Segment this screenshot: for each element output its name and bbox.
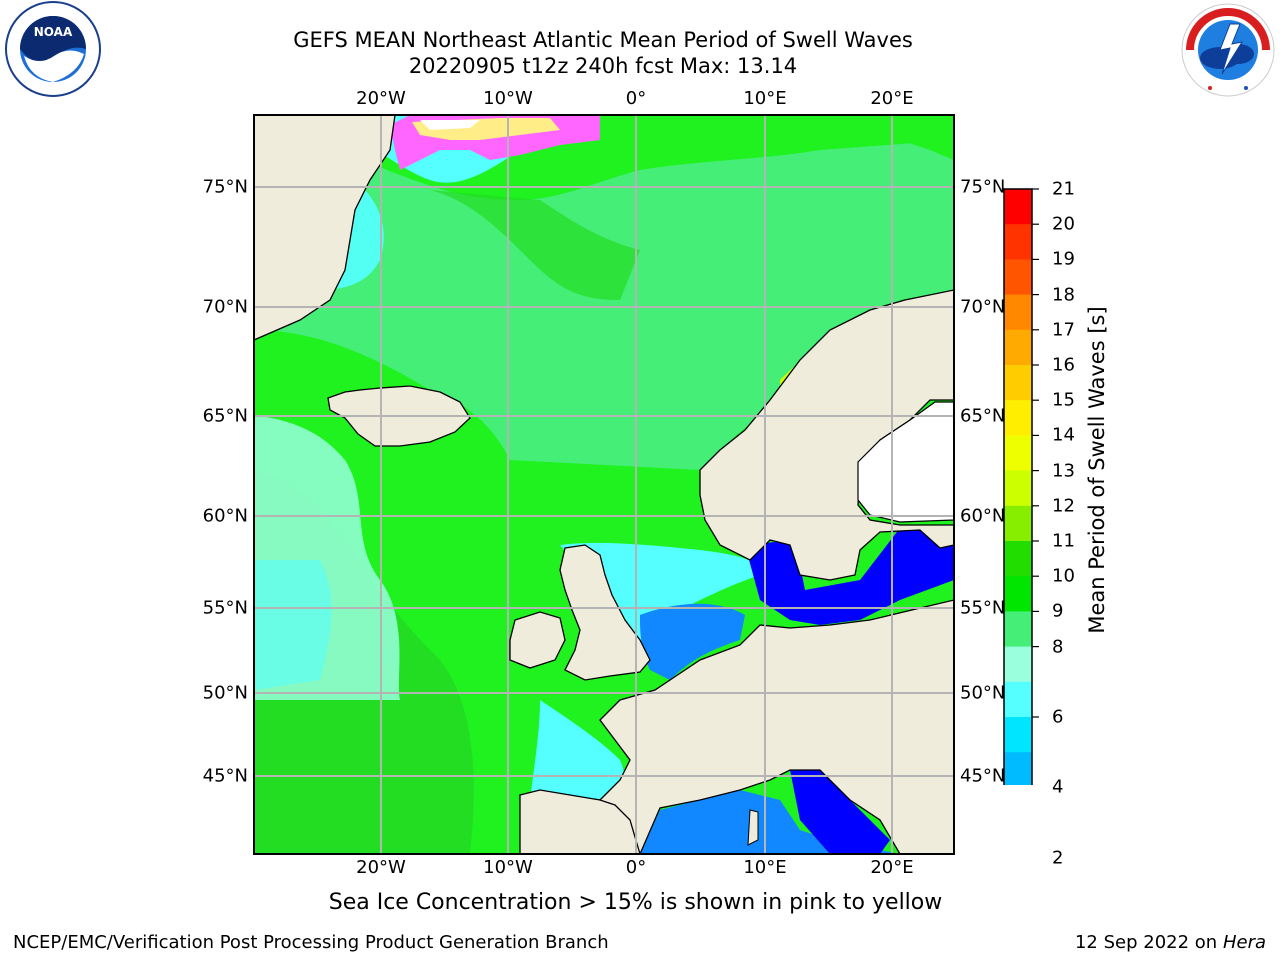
- colorbar-tick-label: 4: [1052, 776, 1064, 798]
- sea-ice-note: Sea Ice Concentration > 15% is shown in …: [328, 890, 943, 915]
- colorbar-segment: [1004, 365, 1032, 401]
- colorbar-tick-label: 14: [1052, 424, 1075, 446]
- colorbar-segment: [1004, 435, 1032, 472]
- lat-label-right: 75°N: [960, 176, 1006, 198]
- noaa-logo: NOAA: [5, 1, 101, 97]
- lon-label-bottom: 20°E: [870, 857, 914, 878]
- lat-label-right: 50°N: [960, 682, 1006, 704]
- colorbar-tick-label: 18: [1052, 284, 1075, 306]
- land: [254, 115, 954, 854]
- lat-label-right: 45°N: [960, 765, 1006, 787]
- lat-label-left: 70°N: [202, 296, 248, 318]
- lon-label-bottom: 10°E: [743, 857, 787, 878]
- colorbar-title: Mean Period of Swell Waves [s]: [1085, 306, 1109, 634]
- lon-label-top: 10°E: [743, 88, 787, 109]
- lat-label-right: 70°N: [960, 296, 1006, 318]
- colorbar-tick-label: 17: [1052, 319, 1075, 341]
- colorbar-segment: [1004, 400, 1032, 436]
- colorbar-tick-label: 15: [1052, 389, 1075, 411]
- lon-label-top: 0°: [625, 88, 647, 109]
- colorbar-tick-label: 21: [1052, 178, 1075, 200]
- colorbar-segment: [1004, 189, 1032, 225]
- lon-label-bottom: 20°W: [356, 857, 406, 878]
- lon-label-top: 20°E: [870, 88, 914, 109]
- colorbar-segment: [1004, 224, 1032, 260]
- colorbar-segment: [1004, 541, 1032, 577]
- colorbar-segment: [1004, 611, 1032, 648]
- lat-label-left: 75°N: [202, 176, 248, 198]
- colorbar-segment: [1004, 576, 1032, 612]
- colorbar-tick-label: 6: [1052, 706, 1064, 728]
- lon-label-bottom: 0°: [625, 857, 647, 878]
- map-frame: [253, 114, 955, 855]
- colorbar-tick-label: 9: [1052, 600, 1064, 622]
- colorbar-tick-label: 12: [1052, 495, 1075, 517]
- colorbar-segment: [1004, 470, 1032, 507]
- lat-label-left: 65°N: [202, 405, 248, 427]
- lat-label-left: 55°N: [202, 597, 248, 619]
- lon-label-top: 10°W: [483, 88, 533, 109]
- colorbar-tick-label: 8: [1052, 636, 1064, 658]
- svg-text:NOAA: NOAA: [34, 25, 73, 39]
- colorbar-segment: [1004, 681, 1032, 718]
- colorbar-tick-label: 11: [1052, 530, 1075, 552]
- lat-label-right: 55°N: [960, 597, 1006, 619]
- graticule: [254, 115, 954, 854]
- credit-text: NCEP/EMC/Verification Post Processing Pr…: [13, 932, 609, 953]
- map-subtitle: 20220905 t12z 240h fcst Max: 13.14: [408, 54, 798, 78]
- host-name: Hera: [1222, 932, 1266, 953]
- nws-logo: [1181, 3, 1275, 97]
- colorbar-segment: [1004, 259, 1032, 296]
- lat-label-right: 65°N: [960, 405, 1006, 427]
- colorbar-tick-label: 20: [1052, 213, 1075, 235]
- lat-label-left: 50°N: [202, 682, 248, 704]
- colorbar-tick-label: 16: [1052, 354, 1075, 376]
- colorbar-segment: [1004, 294, 1032, 331]
- colorbar-segment: [1004, 505, 1032, 542]
- colorbar: [1003, 188, 1039, 785]
- colorbar-segment: [1004, 752, 1032, 785]
- lat-label-left: 45°N: [202, 765, 248, 787]
- lon-label-bottom: 10°W: [483, 857, 533, 878]
- lat-label-right: 60°N: [960, 505, 1006, 527]
- colorbar-segment: [1004, 329, 1032, 366]
- colorbar-tick-label: 2: [1052, 847, 1064, 869]
- lat-label-left: 60°N: [202, 505, 248, 527]
- colorbar-segment: [1004, 717, 1032, 753]
- date-text: 12 Sep 2022 on Hera: [1074, 932, 1266, 953]
- colorbar-tick-label: 19: [1052, 248, 1075, 270]
- colorbar-tick-label: 13: [1052, 460, 1075, 482]
- lon-label-top: 20°W: [356, 88, 406, 109]
- map-title: GEFS MEAN Northeast Atlantic Mean Period…: [293, 28, 913, 52]
- colorbar-segment: [1004, 646, 1032, 683]
- colorbar-tick-label: 10: [1052, 565, 1075, 587]
